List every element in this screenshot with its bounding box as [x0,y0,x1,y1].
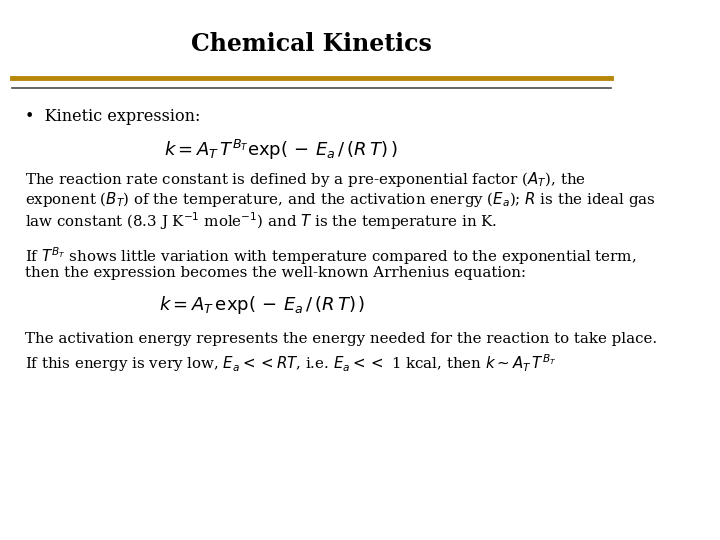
Text: $k = A_T\, T^{B_T}\mathrm{exp(\, -\, }E_a\mathrm{\, /\, (}R\,T\mathrm{)\, )}$: $k = A_T\, T^{B_T}\mathrm{exp(\, -\, }E_… [164,138,397,162]
Text: then the expression becomes the well-known Arrhenius equation:: then the expression becomes the well-kno… [25,266,526,280]
Text: If $T^{B_T}$ shows little variation with temperature compared to the exponential: If $T^{B_T}$ shows little variation with… [25,246,636,267]
Text: •  Kinetic expression:: • Kinetic expression: [25,108,200,125]
Text: The reaction rate constant is defined by a pre-exponential factor ($A_T$), the: The reaction rate constant is defined by… [25,170,586,189]
Text: law constant (8.3 J K$^{-1}$ mole$^{-1}$) and $T$ is the temperature in K.: law constant (8.3 J K$^{-1}$ mole$^{-1}$… [25,210,497,232]
Text: The activation energy represents the energy needed for the reaction to take plac: The activation energy represents the ene… [25,332,657,346]
Text: exponent ($B_T$) of the temperature, and the activation energy ($E_a$); $R$ is t: exponent ($B_T$) of the temperature, and… [25,190,656,209]
Text: If this energy is very low, $E_a << RT$, i.e. $E_a <<$ 1 kcal, then $k \sim A_T\: If this energy is very low, $E_a << RT$,… [25,352,557,374]
Text: $k = A_T\,\mathrm{exp(\, -\, }E_a\mathrm{\, /\, (}R\,T\mathrm{)\, )}$: $k = A_T\,\mathrm{exp(\, -\, }E_a\mathrm… [158,294,365,316]
Text: Chemical Kinetics: Chemical Kinetics [192,32,432,56]
